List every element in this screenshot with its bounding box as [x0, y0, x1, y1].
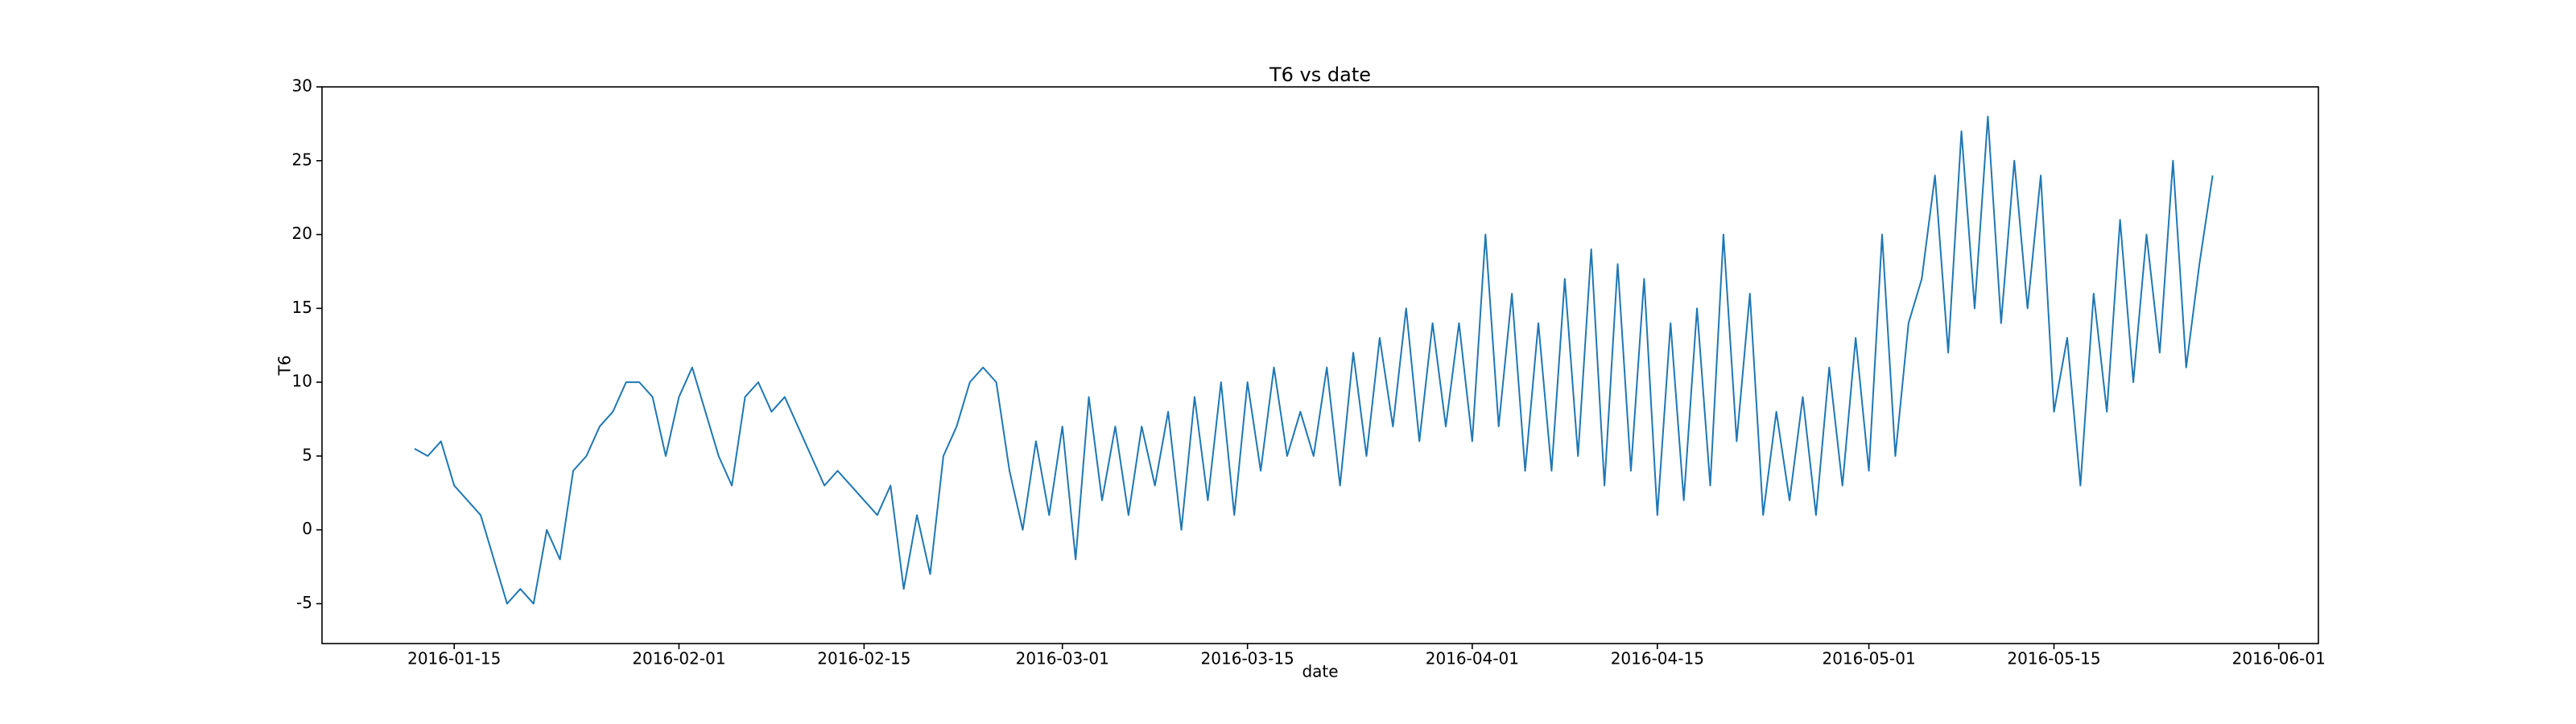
x-tick-label: 2016-05-15: [2007, 649, 2100, 668]
plot-frame: [321, 86, 2319, 644]
data-line: [414, 115, 2214, 605]
chart-title: T6 vs date: [1269, 64, 1371, 86]
x-tick-label: 2016-01-15: [407, 649, 501, 668]
y-tick-label: 20: [292, 224, 312, 243]
y-axis-label: T6: [275, 356, 295, 376]
x-tick-label: 2016-06-01: [2232, 649, 2326, 668]
y-tick-label: 30: [292, 76, 312, 96]
y-tick-label: -5: [296, 593, 312, 612]
x-tick-label: 2016-02-01: [632, 649, 725, 668]
x-tick-label: 2016-05-01: [1822, 649, 1915, 668]
x-tick-label: 2016-03-15: [1201, 649, 1294, 668]
x-tick-label: 2016-04-15: [1611, 649, 1704, 668]
x-tick-label: 2016-04-01: [1426, 649, 1519, 668]
x-tick-label: 2016-02-15: [817, 649, 910, 668]
y-tick-label: 5: [302, 445, 312, 464]
y-tick-label: 10: [292, 372, 312, 391]
x-axis-label: date: [1302, 662, 1338, 681]
y-tick-label: 15: [292, 298, 312, 317]
y-tick-label: 25: [292, 150, 312, 169]
y-tick-label: 0: [302, 519, 312, 538]
x-tick-label: 2016-03-01: [1016, 649, 1109, 668]
